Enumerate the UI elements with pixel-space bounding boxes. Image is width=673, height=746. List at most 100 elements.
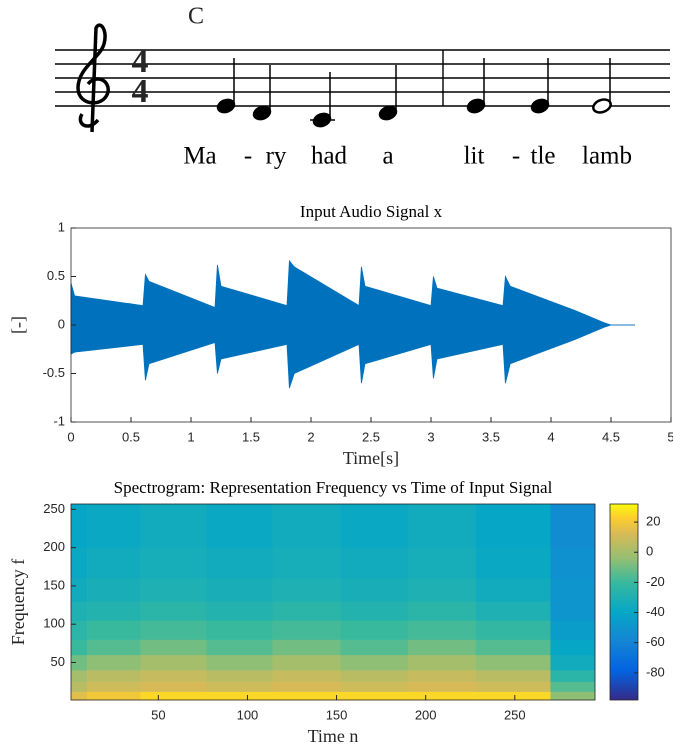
heatmap-cell: [272, 547, 341, 579]
heatmap-cell: [87, 691, 141, 701]
heatmap-cell: [87, 639, 141, 656]
heatmap-cell: [407, 578, 476, 602]
heatmap-cell: [87, 681, 141, 692]
heatmap-cell: [475, 691, 551, 701]
x-tick-label: 100: [237, 707, 259, 722]
heatmap-cell: [272, 504, 341, 548]
heatmap-cell: [550, 547, 596, 579]
y-tick-label: 250: [43, 501, 65, 516]
heatmap-cell: [140, 547, 207, 579]
heatmap-cell: [87, 504, 141, 548]
y-tick-label: -1: [53, 413, 65, 428]
colorbar-tick-label: -80: [646, 664, 665, 679]
heatmap-cell: [340, 639, 409, 656]
heatmap-cell: [340, 620, 409, 640]
heatmap-cell: [71, 620, 88, 640]
colorbar-tick-label: -40: [646, 604, 665, 619]
heatmap-cell: [550, 639, 596, 656]
chart-title: Input Audio Signal x: [300, 202, 443, 221]
heatmap-cell: [340, 670, 409, 682]
heatmap-cell: [87, 578, 141, 602]
score: C 4 4 Ma - ry had a lit - tle lamb: [55, 4, 670, 170]
colorbar-tick-label: 0: [646, 544, 653, 559]
heatmap-cell: [87, 601, 141, 621]
heatmap-cell: [407, 681, 476, 692]
heatmap-cell: [71, 601, 88, 621]
x-tick-label: 4: [547, 429, 554, 444]
y-tick-label: 1: [58, 219, 65, 234]
heatmap-cell: [475, 620, 551, 640]
heatmap-cell: [140, 578, 207, 602]
heatmap-cell: [71, 670, 88, 682]
y-tick-label: 0.5: [47, 268, 65, 283]
x-tick-label: 1.5: [242, 429, 260, 444]
lyric: -: [512, 143, 520, 170]
heatmap-cell: [407, 620, 476, 640]
x-tick-label: 50: [151, 707, 165, 722]
heatmap-cell: [206, 620, 273, 640]
x-tick-label: 5: [667, 429, 673, 444]
lyric: tle: [531, 143, 556, 170]
x-tick-label: 4.5: [602, 429, 620, 444]
heatmap-cell: [407, 670, 476, 682]
heatmap-cell: [272, 654, 341, 671]
heatmap-cell: [340, 654, 409, 671]
heatmap-cell: [71, 691, 88, 701]
heatmap-cell: [87, 654, 141, 671]
colorbar: [609, 503, 639, 701]
colorbar-tick-label: -20: [646, 574, 665, 589]
heatmap-cell: [206, 578, 273, 602]
heatmap-cell: [140, 601, 207, 621]
heatmap-cell: [340, 504, 409, 548]
heatmap-cell: [87, 670, 141, 682]
heatmap-cell: [407, 601, 476, 621]
x-tick-label: 0.5: [122, 429, 140, 444]
heatmap-cell: [550, 681, 596, 692]
heatmap-cell: [407, 547, 476, 579]
heatmap-cell: [550, 601, 596, 621]
heatmap-cell: [340, 691, 409, 701]
heatmap-cell: [550, 691, 596, 701]
heatmap-cell: [272, 620, 341, 640]
heatmap-cell: [140, 691, 207, 701]
heatmap-cell: [550, 670, 596, 682]
heatmap-cell: [206, 639, 273, 656]
lyric: -: [244, 143, 252, 170]
x-tick-label: 250: [504, 707, 526, 722]
lyric: lit: [464, 143, 485, 170]
heatmap-cell: [340, 601, 409, 621]
colorbar-tick-label: 20: [646, 514, 660, 529]
heatmap-cell: [272, 639, 341, 656]
heatmap-cell: [407, 639, 476, 656]
heatmap-cell: [206, 547, 273, 579]
y-axis-label: [-]: [8, 316, 28, 334]
chart-title: Spectrogram: Representation Frequency vs…: [114, 478, 553, 497]
x-axis-label: Time n: [308, 726, 359, 746]
heatmap-cell: [475, 670, 551, 682]
heatmap-cell: [206, 691, 273, 701]
heatmap-cell: [140, 654, 207, 671]
heatmap-cell: [272, 601, 341, 621]
lyric: Ma: [183, 143, 216, 170]
heatmap-cell: [272, 578, 341, 602]
time-signature-top: 4: [132, 43, 149, 80]
heatmap-cell: [475, 547, 551, 579]
x-tick-label: 1: [187, 429, 194, 444]
heatmap-cell: [475, 654, 551, 671]
heatmap-cell: [475, 681, 551, 692]
x-tick-label: 2.5: [362, 429, 380, 444]
heatmap-cell: [550, 504, 596, 548]
heatmap-cell: [206, 601, 273, 621]
x-tick-label: 3: [427, 429, 434, 444]
heatmap-cell: [340, 547, 409, 579]
x-tick-label: 3.5: [482, 429, 500, 444]
heatmap-cell: [475, 504, 551, 548]
heatmap-cell: [272, 681, 341, 692]
y-tick-label: 150: [43, 577, 65, 592]
heatmap-cell: [550, 620, 596, 640]
x-tick-label: 200: [415, 707, 437, 722]
notes: [216, 58, 612, 128]
heatmap-cell: [140, 681, 207, 692]
y-tick-label: 100: [43, 616, 65, 631]
